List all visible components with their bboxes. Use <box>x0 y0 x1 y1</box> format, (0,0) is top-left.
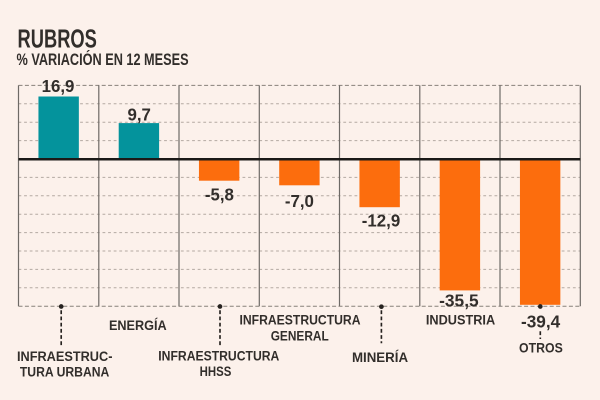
svg-text:% VARIACIÓN EN 12 MESES: % VARIACIÓN EN 12 MESES <box>17 49 189 69</box>
svg-text:-5,8: -5,8 <box>205 185 234 204</box>
svg-text:RUBROS: RUBROS <box>18 24 97 53</box>
svg-text:HHSS: HHSS <box>200 363 232 379</box>
svg-text:16,9: 16,9 <box>42 77 75 96</box>
svg-text:INFRAESTRUCTURA: INFRAESTRUCTURA <box>239 312 360 328</box>
svg-text:-39,4: -39,4 <box>521 311 561 331</box>
svg-text:INFRAESTRUCTURA: INFRAESTRUCTURA <box>158 348 279 364</box>
svg-text:-12,9: -12,9 <box>362 211 400 230</box>
svg-text:OTROS: OTROS <box>519 340 563 356</box>
svg-text:-35,5: -35,5 <box>439 290 479 310</box>
svg-text:INDUSTRIA: INDUSTRIA <box>426 312 496 328</box>
svg-text:GENERAL: GENERAL <box>271 327 329 343</box>
svg-text:INFRAESTRUC-: INFRAESTRUC- <box>17 348 112 364</box>
svg-text:ENERGÍA: ENERGÍA <box>109 317 167 333</box>
svg-text:9,7: 9,7 <box>127 105 150 124</box>
svg-text:TURA URBANA: TURA URBANA <box>20 364 110 380</box>
svg-text:-7,0: -7,0 <box>285 192 314 211</box>
svg-text:MINERÍA: MINERÍA <box>352 350 408 365</box>
